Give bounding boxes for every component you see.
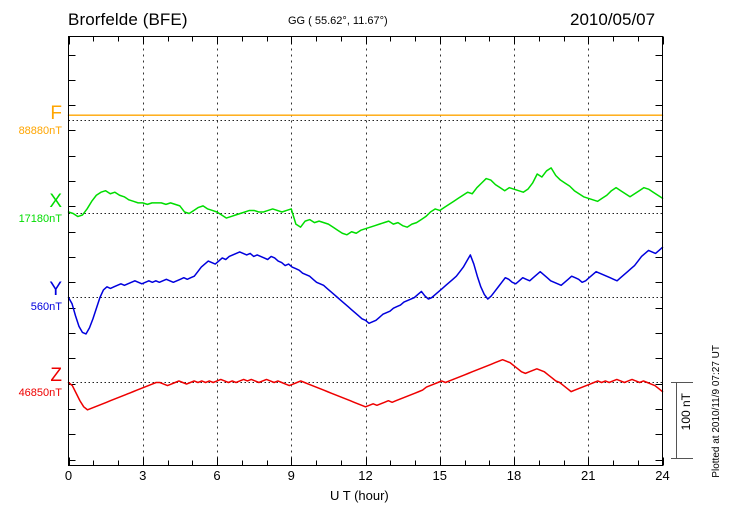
component-traces — [67, 114, 664, 411]
plot-timestamp: Plotted at 2010/11/9 07:27 UT — [711, 345, 722, 478]
component-key-x: X 17180nT — [19, 192, 62, 225]
x-tick-label: 0 — [64, 468, 73, 483]
scale-bar-caption: 100 nT — [679, 393, 693, 431]
x-tick-label: 3 — [139, 468, 147, 483]
component-baseline-f: 88880nT — [18, 125, 62, 137]
x-axis-title: U T (hour) — [330, 488, 389, 503]
x-tick-label: 9 — [287, 468, 295, 483]
component-key-z: Z 46850nT — [19, 366, 62, 399]
axis-ticks — [68, 36, 664, 466]
component-baseline-y: 560nT — [30, 301, 62, 313]
geographic-coordinates: GG ( 55.62°, 11.67°) — [288, 15, 388, 27]
component-key-y: Y 560nT — [31, 280, 62, 313]
plot-frame — [68, 36, 663, 466]
component-baselines — [68, 120, 663, 383]
x-tick-label: 6 — [213, 468, 221, 483]
x-tick-label: 21 — [581, 468, 596, 483]
component-symbol-z: Z — [50, 365, 62, 386]
component-symbol-x: X — [49, 191, 62, 212]
component-baseline-z: 46850nT — [18, 387, 62, 399]
component-baseline-x: 17180nT — [18, 213, 62, 225]
x-tick-label: 18 — [506, 468, 522, 483]
component-symbol-y: Y — [49, 279, 62, 300]
station-title: Brorfelde (BFE) — [68, 10, 188, 29]
x-tick-label: 24 — [655, 468, 670, 483]
x-tick-label: 15 — [432, 468, 447, 483]
scale-bar — [671, 382, 693, 459]
observation-date: 2010/05/07 — [570, 10, 656, 29]
component-key-f: F 88880nT — [19, 104, 62, 137]
x-tick-label: 12 — [358, 468, 373, 483]
component-symbol-f: F — [50, 103, 62, 124]
grid-lines — [143, 36, 589, 466]
